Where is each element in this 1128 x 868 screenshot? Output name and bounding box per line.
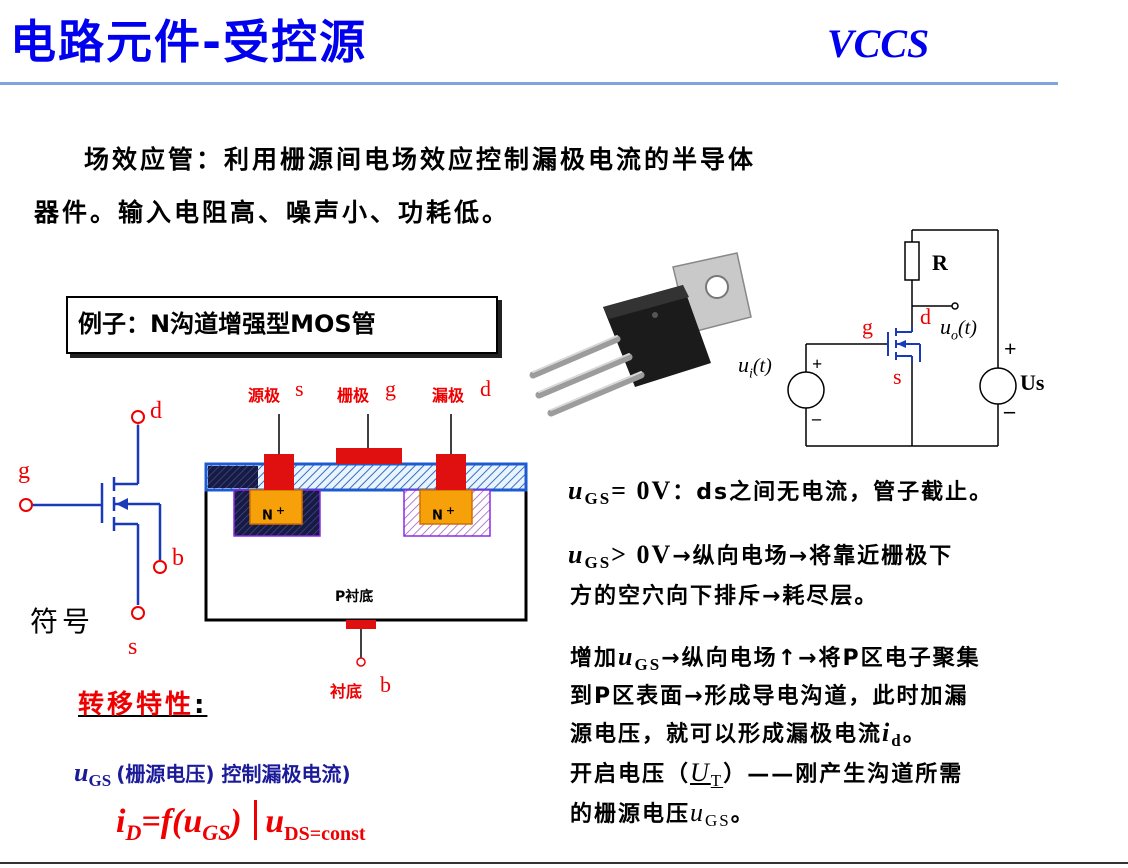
n-left-region: N +	[262, 504, 286, 524]
drain-letter: d	[480, 376, 491, 401]
intro-line-2: 器件。输入电阻高、噪声小、功耗低。	[34, 198, 511, 227]
symbol-g-label: g	[18, 458, 30, 484]
circuit-g-label: g	[862, 314, 873, 339]
page-title: 电路元件-受控源	[10, 15, 368, 69]
statement-4-line-2: 的栅源电压uGS。	[570, 798, 755, 830]
ugs-note: uGS (栅源电压) 控制漏极电流)	[74, 758, 351, 790]
body-letter: b	[380, 672, 391, 697]
statement-2-line-2: 方的空穴向下排斥→耗尽层。	[570, 584, 879, 609]
us-plus: +	[1004, 336, 1017, 361]
uo-label: uo(t)	[940, 314, 977, 344]
statement-2-line-1: uGS> 0V→纵向电场→将靠近栅极下	[568, 540, 954, 572]
example-box: 例子：N沟道增强型MOS管	[66, 296, 498, 354]
statement-4-line-1: 开启电压（UT）——刚产生沟道所需	[570, 758, 964, 790]
footer-rule	[0, 862, 1128, 864]
statement-1: uGS= 0V：ds之间无电流，管子截止。	[568, 476, 994, 508]
symbol-d-label: d	[150, 398, 162, 424]
statement-3-line-3: 源电压，就可以形成漏极电流id。	[570, 718, 927, 750]
formula-bar	[254, 800, 258, 840]
us-label: Us	[1020, 370, 1045, 395]
mosfet-symbol-icon	[19, 410, 167, 620]
statement-3-line-2: 到P区表面→形成导电沟道，此时加漏	[570, 684, 969, 709]
drain-label: 漏极	[432, 386, 465, 405]
ui-plus: +	[812, 354, 823, 374]
circuit-d-label: d	[920, 304, 931, 329]
ui-label: ui(t)	[738, 352, 772, 382]
circuit-s-label: s	[893, 364, 902, 389]
vccs-circuit-diagram	[787, 229, 1017, 447]
title-tag: VCCS	[827, 21, 930, 66]
gate-letter: g	[385, 376, 396, 401]
symbol-b-label: b	[172, 545, 184, 571]
us-minus: –	[1004, 398, 1015, 423]
intro-line-1: 场效应管：利用栅源间电场效应控制漏极电流的半导体	[84, 145, 757, 174]
body-label: 衬底	[330, 682, 363, 701]
header-rule	[0, 82, 1058, 85]
resistor-label: R	[932, 250, 948, 275]
source-letter: s	[295, 376, 304, 401]
symbol-caption: 符号	[30, 605, 95, 638]
gate-label: 栅极	[337, 386, 370, 405]
transfer-characteristic-heading: 转移特性:	[78, 690, 208, 720]
substrate-label: P衬底	[335, 589, 374, 605]
transistor-package-image	[529, 252, 752, 417]
ui-minus: –	[812, 408, 821, 428]
mosfet-cross-section	[204, 414, 528, 667]
statement-3-line-1: 增加uGS→纵向电场↑→将P区电子聚集	[570, 642, 981, 674]
n-right-region: N +	[432, 504, 456, 524]
transfer-formula: iD=f(uGS) uDS=const	[116, 800, 366, 846]
example-label: 例子：N沟道增强型MOS管	[78, 310, 376, 338]
source-label: 源极	[248, 386, 281, 405]
symbol-s-label: s	[128, 634, 138, 660]
